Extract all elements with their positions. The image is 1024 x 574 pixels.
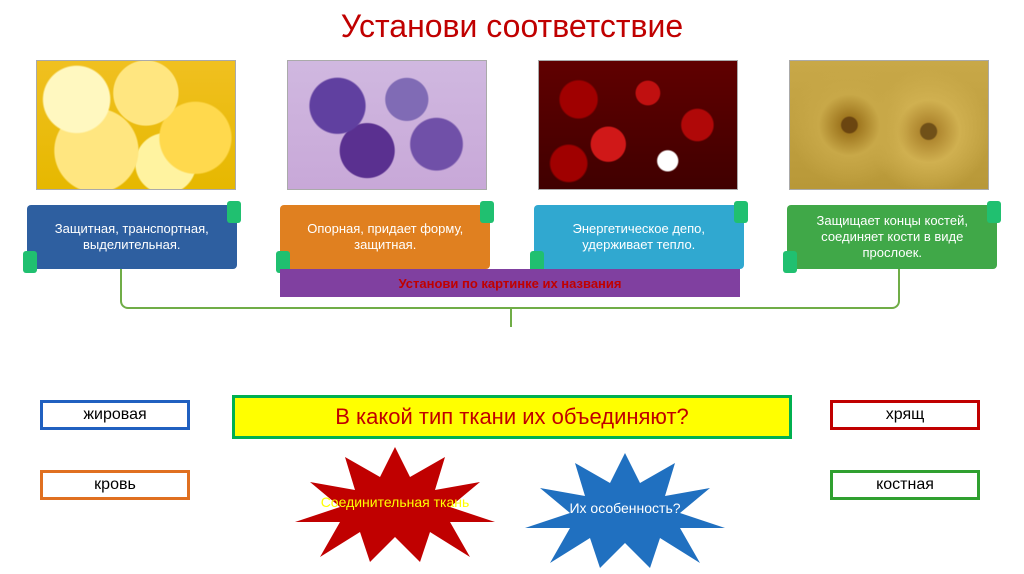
tissue-image-bone[interactable] xyxy=(789,60,989,190)
label-krov[interactable]: кровь xyxy=(40,470,190,500)
tissue-image-adipose[interactable] xyxy=(36,60,236,190)
description-scrolls-row: Защитная, транспортная, выделительная. О… xyxy=(0,200,1024,269)
tissue-images-row xyxy=(0,45,1024,200)
bracket-stem xyxy=(510,309,512,327)
scroll-support-shape[interactable]: Опорная, придает форму, защитная. xyxy=(280,205,490,269)
label-kostnaya[interactable]: костная xyxy=(830,470,980,500)
starburst-features[interactable]: Их особенность? xyxy=(520,448,730,568)
connector-bracket-area: Установи по картинке их названия xyxy=(0,269,1024,329)
scroll-bone-ends[interactable]: Защищает концы костей, соединяет кости в… xyxy=(787,205,997,269)
yellow-question-box: В какой тип ткани их объединяют? xyxy=(232,395,792,439)
starburst-connective-text: Соединительная ткань xyxy=(290,442,500,562)
tissue-image-cartilage[interactable] xyxy=(287,60,487,190)
page-title: Установи соответствие xyxy=(0,0,1024,45)
tissue-image-blood[interactable] xyxy=(538,60,738,190)
scroll-protective-transport[interactable]: Защитная, транспортная, выделительная. xyxy=(27,205,237,269)
starburst-connective-tissue[interactable]: Соединительная ткань xyxy=(290,442,500,562)
scroll-energy-depot[interactable]: Энергетическое депо, удерживает тепло. xyxy=(534,205,744,269)
starburst-features-text: Их особенность? xyxy=(520,448,730,568)
label-zhirovaya[interactable]: жировая xyxy=(40,400,190,430)
label-hryashch[interactable]: хрящ xyxy=(830,400,980,430)
purple-instruction-bar: Установи по картинке их названия xyxy=(280,269,740,297)
